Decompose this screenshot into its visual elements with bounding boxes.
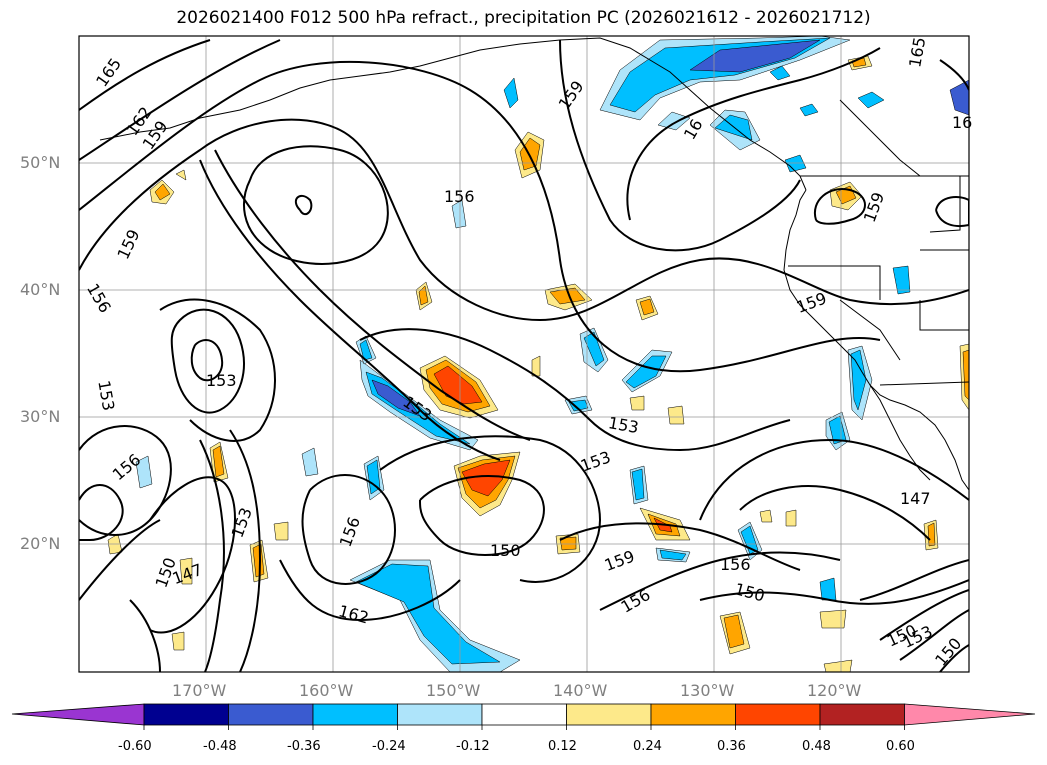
colorbar-segment: [819, 703, 905, 726]
colorbar-tick-label: -0.24: [372, 739, 406, 754]
colorbar-extend-low: [11, 703, 145, 726]
lon-label-170w: 170°W: [172, 681, 227, 700]
colorbar-segment: [650, 703, 736, 726]
lon-label-140w: 140°W: [553, 681, 608, 700]
contour-cyclone: [243, 145, 389, 265]
contour-ridge: [559, 39, 801, 252]
colorbar-tick-label: -0.60: [118, 739, 152, 754]
border-us-mexico: [879, 381, 969, 386]
plot-frame: [78, 35, 970, 673]
contour-162-north: [79, 39, 281, 161]
contour-162-south: [279, 559, 461, 622]
map-title: 2026021400 F012 500 hPa refract., precip…: [176, 8, 871, 28]
alaska-coast: [99, 37, 807, 191]
colorbar-tick-label: 0.12: [548, 739, 577, 754]
contour-label: 156: [720, 555, 751, 574]
grid-lines: [79, 36, 969, 672]
contour-147-east: [699, 438, 969, 521]
contour-150: [419, 475, 545, 556]
contour-label: 150: [490, 541, 521, 560]
contour-label: 16: [952, 113, 972, 132]
contour-159-loop: [79, 60, 881, 373]
colorbar-tick-label: 0.60: [886, 739, 915, 754]
colorbar-tick-label: -0.12: [456, 739, 490, 754]
contour-159-south: [559, 522, 801, 571]
contour-153-central: [359, 328, 791, 452]
refractivity-contours: [79, 39, 969, 672]
colorbar-segment: [735, 703, 821, 726]
contour-156-south: [599, 551, 841, 611]
colorbar-tick-label: 0.24: [633, 739, 662, 754]
colorbar-tick-label: 0.48: [802, 739, 831, 754]
contour-150-south: [699, 579, 969, 605]
canada-coast: [783, 189, 969, 491]
contour-153-west: [170, 308, 245, 414]
colorbar-tick-label: -0.48: [203, 739, 237, 754]
coastlines: [99, 37, 969, 491]
contour-label: 147: [900, 489, 931, 508]
colorbar: [11, 703, 1036, 730]
lon-label-150w: 150°W: [426, 681, 481, 700]
colorbar-tick-label: -0.36: [287, 739, 321, 754]
contour-147-west: [149, 476, 236, 634]
contour-label: 156: [444, 187, 475, 206]
lon-label-130w: 130°W: [680, 681, 735, 700]
precip-shading: [107, 36, 969, 672]
colorbar-segment: [397, 703, 483, 726]
lat-label-20n: 20°N: [20, 534, 61, 553]
lon-label-160w: 160°W: [299, 681, 354, 700]
colorbar-segment: [228, 703, 314, 726]
contour-165: [79, 39, 211, 111]
colorbar-segment: [312, 703, 398, 726]
baja-coast: [869, 384, 931, 481]
lon-label-120w: 120°W: [807, 681, 862, 700]
colorbar-segment: [566, 703, 652, 726]
colorbar-segment: [143, 703, 229, 726]
lat-label-40n: 40°N: [20, 280, 61, 299]
lat-label-30n: 30°N: [20, 407, 61, 426]
colorbar-segment: [481, 703, 567, 726]
contour-jet-2: [214, 149, 531, 441]
contour-jet: [199, 159, 501, 461]
contour-156: [79, 118, 969, 322]
contour-label: 153: [206, 371, 237, 390]
lat-label-50n: 50°N: [20, 153, 61, 172]
colorbar-extend-high: [904, 703, 1036, 726]
colorbar-tick-label: 0.36: [717, 739, 746, 754]
plot-area: [79, 36, 969, 672]
